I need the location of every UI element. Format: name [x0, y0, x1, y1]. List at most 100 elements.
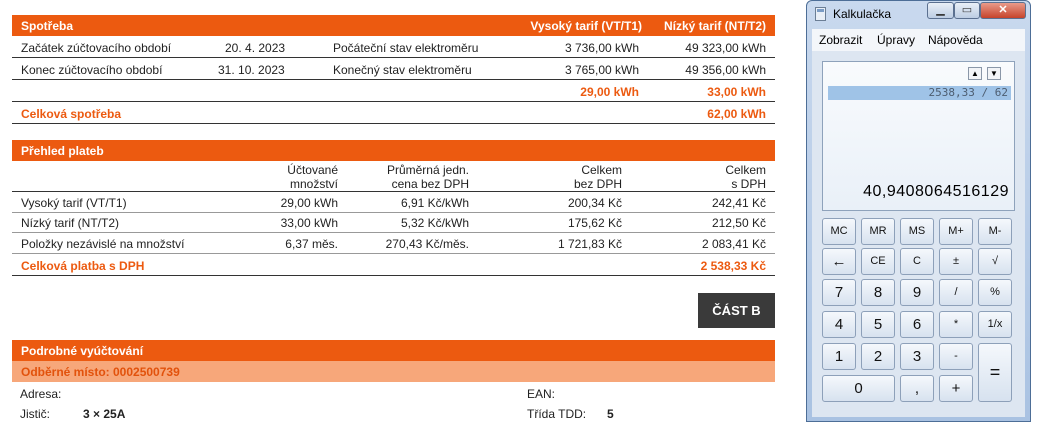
- close-button[interactable]: ✕: [980, 2, 1026, 19]
- payment-row-vt: Vysoký tarif (VT/T1) 29,00 kWh 6,91 Kč/k…: [12, 192, 775, 213]
- key-2[interactable]: 2: [861, 343, 895, 370]
- row-nt: 49 356,00 kWh: [685, 63, 766, 77]
- consumption-diff-row: 29,00 kWh 33,00 kWh: [12, 81, 775, 102]
- key-6[interactable]: 6: [900, 311, 934, 338]
- menu-view[interactable]: Zobrazit: [819, 33, 863, 47]
- consumption-title: Spotřeba: [21, 19, 74, 33]
- payments-title: Přehled plateb: [21, 144, 104, 158]
- calculator-app-icon: [815, 7, 826, 21]
- unit-header-line2: cena bez DPH: [391, 177, 469, 191]
- consumption-row-start: Začátek zúčtovacího období 20. 4. 2023 P…: [12, 37, 775, 58]
- row-net: 175,62 Kč: [567, 216, 622, 230]
- breaker-label: Jistič:: [20, 407, 50, 421]
- consumption-col-vt: Vysoký tarif (VT/T1): [530, 19, 642, 33]
- total-consumption-label: Celková spotřeba: [21, 107, 122, 121]
- part-b-label: ČÁST B: [698, 293, 775, 328]
- key-decimal[interactable]: ,: [900, 375, 934, 402]
- payments-total-label: Celková platba s DPH: [21, 259, 145, 273]
- row-gross: 242,41 Kč: [711, 196, 766, 210]
- invoice-document: Spotřeba Vysoký tarif (VT/T1) Nízký tari…: [12, 15, 775, 421]
- menu-help[interactable]: Nápověda: [928, 33, 983, 47]
- key-negate[interactable]: ±: [939, 248, 973, 275]
- history-expression: 2538,33 / 62: [828, 86, 1011, 100]
- consumption-header: Spotřeba Vysoký tarif (VT/T1) Nízký tari…: [12, 15, 775, 36]
- menu-edit[interactable]: Úpravy: [877, 33, 916, 47]
- gross-header-line2: s DPH: [731, 177, 766, 191]
- calculator-window: Kalkulačka ▁ ▭ ✕ Zobrazit Úpravy Nápověd…: [806, 0, 1031, 422]
- detail-header: Podrobné vyúčtování: [12, 340, 775, 361]
- key-8[interactable]: 8: [861, 279, 895, 306]
- key-4[interactable]: 4: [822, 311, 856, 338]
- key-mr[interactable]: MR: [861, 218, 895, 245]
- payments-header: Přehled plateb: [12, 140, 775, 161]
- row-unit: 5,32 Kč/kWh: [400, 216, 469, 230]
- consumption-total-row: Celková spotřeba 62,00 kWh: [12, 103, 775, 124]
- qty-header-line1: Účtované: [287, 163, 338, 177]
- row-net: 1 721,83 Kč: [557, 237, 622, 251]
- key-percent[interactable]: %: [978, 279, 1012, 306]
- row-qty: 33,00 kWh: [280, 216, 338, 230]
- row-gross: 212,50 Kč: [711, 216, 766, 230]
- close-icon: ✕: [998, 4, 1008, 16]
- row-vt: 3 736,00 kWh: [564, 41, 639, 55]
- key-backspace[interactable]: ←: [822, 248, 856, 275]
- history-down-button[interactable]: ▼: [987, 67, 1001, 80]
- row-qty: 6,37 měs.: [285, 237, 338, 251]
- row-label: Nízký tarif (NT/T2): [21, 216, 119, 230]
- payments-total-value: 2 538,33 Kč: [700, 259, 766, 273]
- key-m-minus[interactable]: M-: [978, 218, 1012, 245]
- key-subtract[interactable]: -: [939, 343, 973, 370]
- key-m-plus[interactable]: M+: [939, 218, 973, 245]
- key-divide[interactable]: /: [939, 279, 973, 306]
- row-desc: Konečný stav elektroměru: [333, 63, 472, 77]
- row-label: Začátek zúčtovacího období: [21, 41, 172, 55]
- calculator-titlebar[interactable]: Kalkulačka ▁ ▭ ✕: [807, 1, 1030, 27]
- gross-header-line1: Celkem: [725, 163, 766, 177]
- key-ms[interactable]: MS: [900, 218, 934, 245]
- tdd-label: Třída TDD:: [527, 407, 587, 421]
- consumption-col-nt: Nízký tarif (NT/T2): [663, 19, 766, 33]
- key-ce[interactable]: CE: [861, 248, 895, 275]
- row-gross: 2 083,41 Kč: [701, 237, 766, 251]
- result-value: 40,9408064516129: [863, 183, 1009, 200]
- row-unit: 270,43 Kč/měs.: [385, 237, 469, 251]
- row-nt: 49 323,00 kWh: [685, 41, 766, 55]
- row-vt: 3 765,00 kWh: [564, 63, 639, 77]
- row-unit: 6,91 Kč/kWh: [400, 196, 469, 210]
- row-label: Položky nezávislé na množství: [21, 237, 185, 251]
- row-date: 20. 4. 2023: [225, 41, 286, 55]
- key-0[interactable]: 0: [822, 375, 895, 402]
- row-date: 31. 10. 2023: [218, 63, 285, 77]
- key-c[interactable]: C: [900, 248, 934, 275]
- key-1[interactable]: 1: [822, 343, 856, 370]
- arrow-down-icon: ▼: [990, 69, 998, 78]
- key-5[interactable]: 5: [861, 311, 895, 338]
- diff-vt: 29,00 kWh: [580, 85, 639, 99]
- unit-header-line1: Průměrná jedn.: [386, 163, 469, 177]
- net-header-line2: bez DPH: [573, 177, 622, 191]
- maximize-button[interactable]: ▭: [954, 2, 980, 19]
- history-up-button[interactable]: ▲: [968, 67, 982, 80]
- key-7[interactable]: 7: [822, 279, 856, 306]
- address-label: Adresa:: [20, 387, 62, 401]
- minimize-button[interactable]: ▁: [927, 2, 954, 19]
- net-header-line1: Celkem: [581, 163, 622, 177]
- ean-label: EAN:: [527, 387, 556, 401]
- key-add[interactable]: +: [939, 375, 973, 402]
- key-3[interactable]: 3: [900, 343, 934, 370]
- key-9[interactable]: 9: [900, 279, 934, 306]
- row-label: Konec zúčtovacího období: [21, 63, 163, 77]
- calculator-body: ▲ ▼ 2538,33 / 62 40,9408064516129 MC MR …: [812, 51, 1025, 417]
- delivery-point-bar: Odběrné místo: 0002500739: [12, 361, 775, 382]
- payment-row-fixed: Položky nezávislé na množství 6,37 měs. …: [12, 233, 775, 254]
- key-equals[interactable]: =: [978, 343, 1012, 402]
- key-sqrt[interactable]: √: [978, 248, 1012, 275]
- minimize-icon: ▁: [936, 4, 945, 16]
- total-consumption-value: 62,00 kWh: [707, 107, 766, 121]
- key-reciprocal[interactable]: 1/x: [978, 311, 1012, 338]
- key-multiply[interactable]: *: [939, 311, 973, 338]
- payments-total-row: Celková platba s DPH 2 538,33 Kč: [12, 255, 775, 276]
- delivery-point: Odběrné místo: 0002500739: [21, 365, 180, 379]
- key-mc[interactable]: MC: [822, 218, 856, 245]
- row-net: 200,34 Kč: [567, 196, 622, 210]
